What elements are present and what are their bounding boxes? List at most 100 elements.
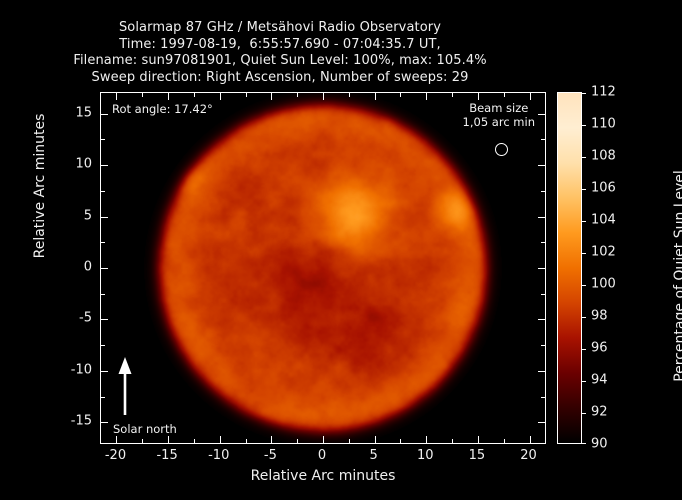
solar-north-label: Solar north <box>113 422 177 436</box>
axis-tick <box>101 139 105 140</box>
axis-tick <box>541 191 545 192</box>
axis-tick <box>538 165 545 166</box>
axis-tick <box>452 439 453 443</box>
axis-tick <box>220 436 221 443</box>
title-line-1: Solarmap 87 GHz / Metsähovi Radio Observ… <box>118 20 442 35</box>
axis-tick <box>194 439 195 443</box>
axis-tick <box>504 439 505 443</box>
beam-size-annotation: Beam size 1,05 arc min <box>463 101 535 129</box>
axis-tick <box>246 439 247 443</box>
rotation-angle-annotation: Rot angle: 17.42° <box>112 102 213 116</box>
axis-tick <box>375 93 376 100</box>
axis-tick <box>323 93 324 100</box>
axis-tick <box>101 294 105 295</box>
x-tick-label: 20 <box>520 448 537 463</box>
axis-tick <box>142 93 143 97</box>
x-tick-label: 5 <box>369 448 378 463</box>
x-tick-label: -20 <box>104 448 127 463</box>
colorbar-tick-label: 96 <box>591 340 608 356</box>
x-tick-label: 10 <box>416 448 434 463</box>
axis-tick <box>101 165 108 166</box>
axis-tick <box>101 242 105 243</box>
colorbar-gradient <box>558 93 581 443</box>
beam-size-value: 1,05 arc min <box>462 115 535 129</box>
axis-tick <box>297 93 298 97</box>
axis-tick <box>116 93 117 100</box>
axis-tick <box>168 436 169 443</box>
chart-title-block: Solarmap 87 GHz / Metsähovi Radio Observ… <box>0 20 560 86</box>
axis-tick <box>541 397 545 398</box>
axis-tick <box>538 319 545 320</box>
axis-tick <box>101 371 108 372</box>
colorbar-tick <box>581 381 586 382</box>
axis-tick <box>541 242 545 243</box>
axis-tick <box>246 93 247 97</box>
title-line-3: Filename: sun97081901, Quiet Sun Level: … <box>73 53 487 68</box>
axis-tick <box>541 345 545 346</box>
axis-tick <box>426 93 427 100</box>
colorbar-tick-label: 110 <box>591 116 616 132</box>
colorbar-tick-label: 106 <box>591 180 616 196</box>
axis-tick <box>478 93 479 100</box>
colorbar-tick <box>581 413 586 414</box>
colorbar-tick <box>581 157 586 158</box>
axis-tick <box>541 294 545 295</box>
axis-tick <box>168 93 169 100</box>
colorbar-tick <box>581 285 586 286</box>
axis-tick <box>297 439 298 443</box>
axis-tick <box>220 93 221 100</box>
axis-tick <box>101 319 108 320</box>
colorbar-tick-label: 112 <box>591 84 616 100</box>
colorbar-tick <box>581 349 586 350</box>
axis-tick <box>271 436 272 443</box>
y-tick-label: -15 <box>70 413 92 429</box>
axis-tick <box>194 93 195 97</box>
y-tick-label: -10 <box>70 362 92 378</box>
colorbar-tick <box>581 443 586 444</box>
colorbar <box>557 92 586 444</box>
axis-tick <box>349 439 350 443</box>
y-tick-label: 0 <box>83 259 92 275</box>
title-line-4: Sweep direction: Right Ascension, Number… <box>91 69 469 85</box>
colorbar-tick <box>581 189 586 190</box>
axis-tick <box>101 114 108 115</box>
axis-tick <box>101 345 105 346</box>
colorbar-tick <box>581 93 586 94</box>
solar-map-plot: Rot angle: 17.42° Beam size 1,05 arc min… <box>100 92 546 444</box>
axis-tick <box>504 93 505 97</box>
colorbar-tick-label: 94 <box>591 372 608 388</box>
colorbar-tick-label: 90 <box>591 436 608 452</box>
colorbar-tick-label: 108 <box>591 148 616 164</box>
solar-disk-image <box>101 93 545 443</box>
y-tick-label: 10 <box>75 156 92 172</box>
colorbar-title: Percentage of Quiet Sun Level <box>672 170 682 382</box>
colorbar-tick-label: 98 <box>591 308 608 324</box>
axis-tick <box>375 436 376 443</box>
axis-tick <box>541 139 545 140</box>
axis-tick <box>538 371 545 372</box>
axis-tick <box>538 268 545 269</box>
axis-tick <box>116 436 117 443</box>
axis-tick <box>530 436 531 443</box>
x-axis-title: Relative Arc minutes <box>250 468 396 484</box>
axis-tick <box>478 436 479 443</box>
title-line-2: Time: 1997-08-19, 6:55:57.690 - 07:04:35… <box>119 36 441 52</box>
y-tick-label: 5 <box>83 208 92 224</box>
axis-tick <box>101 422 108 423</box>
x-tick-label: 0 <box>317 448 327 463</box>
axis-tick <box>426 436 427 443</box>
axis-tick <box>538 217 545 218</box>
x-tick-label: -15 <box>156 448 178 463</box>
axis-tick <box>400 439 401 443</box>
axis-tick <box>101 268 108 269</box>
axis-tick <box>400 93 401 97</box>
colorbar-tick <box>581 125 586 126</box>
solar-north-arrow-icon <box>118 357 132 415</box>
axis-tick <box>538 422 545 423</box>
axis-tick <box>101 397 105 398</box>
colorbar-tick-label: 100 <box>591 276 616 292</box>
axis-tick <box>323 436 324 443</box>
axis-tick <box>452 93 453 97</box>
axis-tick <box>349 93 350 97</box>
colorbar-tick-label: 92 <box>591 404 608 420</box>
